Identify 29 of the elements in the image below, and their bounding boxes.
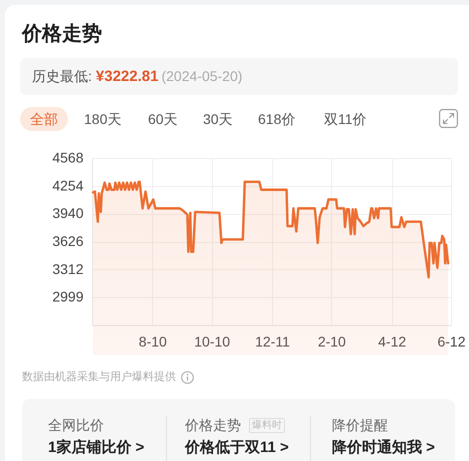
x-tick-label: 2-10: [318, 334, 346, 350]
text: 全网比价: [48, 416, 104, 434]
text: 降价提醒: [332, 416, 388, 434]
x-tick-label: 4-12: [378, 334, 406, 350]
y-tick-label: 3626: [52, 233, 84, 250]
text: 价格走势: [185, 416, 241, 434]
x-tick-label: 6-12: [437, 334, 466, 350]
x-tick-label: 10-10: [194, 334, 230, 350]
text: 30天: [203, 110, 233, 129]
y-tick-label: 3940: [52, 205, 84, 222]
x-tick-label: 8-10: [138, 334, 168, 350]
text: 60天: [148, 110, 178, 129]
y-tick-label: 4254: [52, 177, 84, 194]
text: (2024-05-20): [161, 68, 242, 84]
text: ¥3222.81: [96, 68, 158, 85]
x-tick-label: 12-11: [255, 334, 290, 350]
chart-title: 价格走势: [22, 22, 102, 47]
text: 降价时通知我 >: [332, 438, 435, 458]
text: 180天: [84, 110, 122, 129]
text: 618价: [258, 110, 296, 129]
text: 价格低于双11 >: [185, 438, 289, 458]
y-tick-label: 4568: [52, 150, 84, 166]
text: 全部: [30, 110, 58, 129]
text: 历史最低:: [32, 68, 92, 84]
y-tick-label: 2999: [52, 288, 84, 305]
text: 双11价: [324, 110, 367, 129]
text: 数据由机器采集与用户爆料提供: [22, 370, 176, 385]
text: 1家店铺比价 >: [48, 438, 144, 458]
y-tick-label: 3312: [52, 260, 84, 277]
